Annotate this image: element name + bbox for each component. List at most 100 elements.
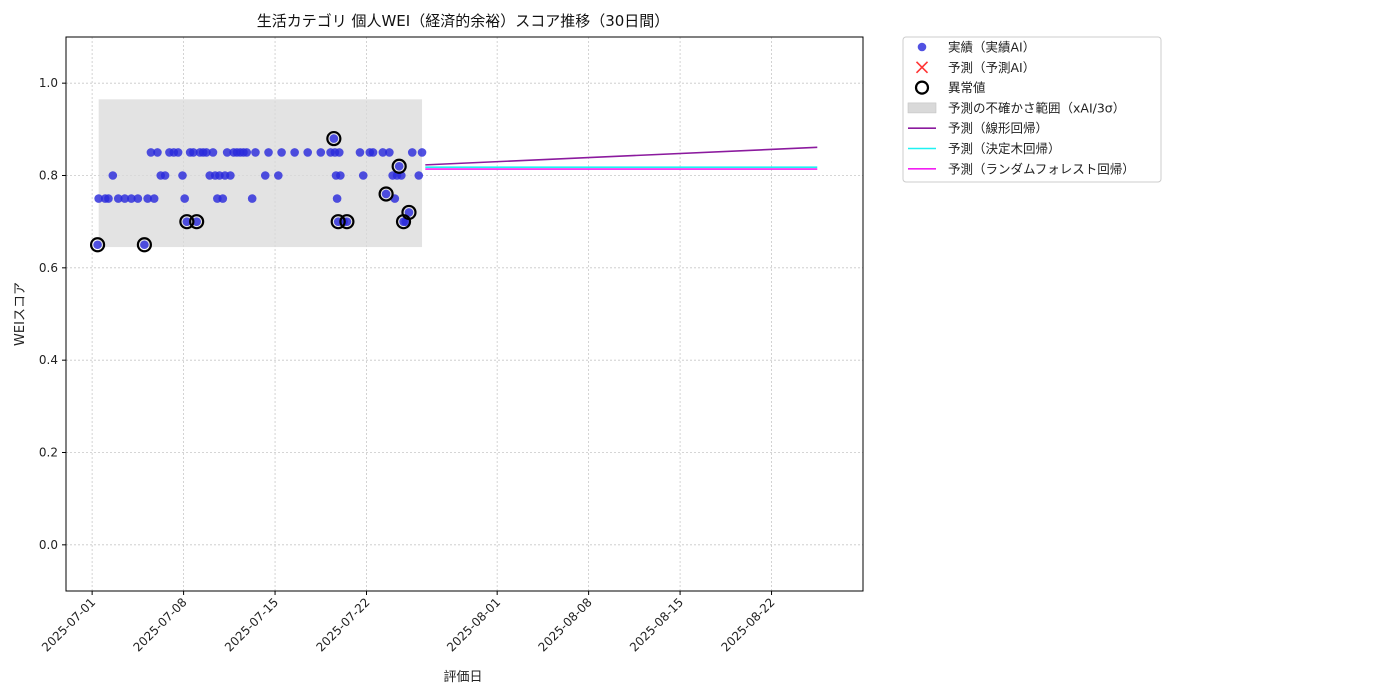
anomaly-marker — [391, 158, 407, 174]
legend-band-icon — [907, 102, 937, 114]
y-tick-label: 0.4 — [39, 353, 58, 367]
actual-point — [334, 148, 344, 157]
uncertainty-band-layer — [98, 99, 423, 248]
actual-point — [303, 148, 313, 157]
actual-point — [108, 171, 118, 180]
actual-point — [173, 148, 183, 157]
x-tick-label: 2025-08-01 — [444, 595, 503, 654]
x-axis-label: 評価日 — [443, 670, 482, 685]
actual-point — [93, 240, 102, 250]
actual-point — [113, 194, 123, 203]
actual-point — [316, 148, 326, 157]
anomaly-marker — [136, 237, 152, 253]
x-tick-label: 2025-07-01 — [39, 595, 98, 654]
actual-point — [202, 148, 211, 157]
actual-point — [160, 171, 170, 180]
actual-point — [290, 148, 299, 157]
legend-item-anomaly: 異常値 — [914, 80, 986, 95]
actual-point — [329, 134, 339, 143]
actual-point — [336, 171, 345, 180]
actual-point — [226, 171, 235, 180]
actual-point — [140, 240, 149, 250]
anomaly-marker — [330, 214, 346, 230]
legend-cross-icon — [915, 61, 929, 74]
legend-dot-icon — [917, 42, 927, 52]
y-axis-label: WEIスコア — [13, 282, 28, 346]
legend-box — [902, 36, 1162, 183]
y-tick-label: 1.0 — [39, 76, 58, 90]
actual-point — [355, 148, 365, 157]
legend-label: 実績（実績AI） — [948, 40, 1035, 55]
actual-point — [332, 194, 342, 203]
actual-point — [222, 148, 232, 157]
x-tick-label: 2025-08-08 — [536, 595, 595, 654]
plot-area-frame — [65, 36, 864, 592]
actual-point — [247, 194, 257, 203]
actual-point — [149, 194, 159, 203]
y-axis-ticks: 0.0 0.2 0.4 0.6 0.8 1.0 — [39, 76, 66, 552]
actual-point — [277, 148, 286, 157]
y-tick-label: 0.8 — [39, 169, 58, 183]
actual-point — [414, 171, 424, 180]
actual-point — [385, 148, 394, 157]
x-axis-ticks: 2025-07-01 2025-07-08 2025-07-15 2025-07-22… — [39, 591, 778, 654]
actual-point — [143, 194, 152, 203]
actual-point — [192, 217, 201, 226]
actual-point — [251, 148, 260, 157]
y-tick-label: 0.2 — [39, 446, 58, 460]
legend-label: 予測（ランダムフォレスト回帰） — [948, 161, 1135, 176]
anomaly-marker — [89, 237, 106, 253]
actual-points-layer — [93, 134, 427, 250]
actual-point — [208, 148, 218, 157]
actual-point — [153, 148, 162, 157]
x-tick-label: 2025-07-08 — [130, 595, 189, 654]
prediction-line-linear — [425, 146, 818, 166]
legend-label: 異常値 — [948, 80, 986, 95]
actual-point — [274, 171, 283, 180]
actual-point — [260, 171, 270, 180]
actual-point — [146, 148, 156, 157]
legend-label: 予測（予測AI） — [948, 60, 1035, 75]
legend-item-predicted: 予測（予測AI） — [915, 60, 1035, 75]
actual-point — [417, 148, 427, 157]
anomaly-points-layer — [89, 130, 417, 253]
x-tick-label: 2025-08-15 — [627, 595, 686, 654]
actual-point — [178, 171, 187, 180]
legend-item-tree: 予測（決定木回帰） — [908, 141, 1061, 156]
actual-point — [104, 194, 113, 203]
legend-item-linear: 予測（線形回帰） — [908, 121, 1048, 136]
anomaly-marker — [401, 204, 417, 221]
actual-point — [120, 194, 130, 203]
actual-point — [264, 148, 273, 157]
actual-point — [133, 194, 143, 203]
legend-item-forest: 予測（ランダムフォレスト回帰） — [908, 161, 1135, 176]
legend-ring-icon — [914, 80, 930, 95]
actual-point — [368, 148, 378, 157]
x-tick-label: 2025-07-22 — [313, 595, 372, 654]
legend-label: 予測（線形回帰） — [948, 121, 1048, 136]
actual-point — [180, 194, 189, 203]
actual-point — [358, 171, 368, 180]
anomaly-marker — [179, 214, 195, 230]
actual-point — [182, 217, 192, 226]
legend-item-band: 予測の不確かさ範囲（xAI/3σ） — [907, 100, 1125, 115]
anomaly-marker — [189, 214, 205, 230]
actual-point — [127, 194, 136, 203]
actual-point — [94, 194, 103, 203]
x-tick-label: 2025-08-22 — [718, 595, 777, 654]
actual-point — [381, 189, 391, 199]
y-tick-label: 0.0 — [39, 538, 58, 552]
actual-point — [378, 148, 388, 157]
y-tick-label: 0.6 — [39, 261, 58, 275]
actual-point — [242, 148, 252, 157]
prediction-lines-layer — [425, 146, 818, 170]
legend-label: 予測（決定木回帰） — [948, 141, 1061, 156]
legend-label: 予測の不確かさ範囲（xAI/3σ） — [948, 100, 1125, 115]
actual-point — [407, 148, 417, 157]
uncertainty-band — [98, 99, 423, 248]
anomaly-marker — [378, 186, 394, 202]
anomaly-marker — [326, 130, 342, 147]
actual-point — [394, 161, 404, 171]
legend-item-actual: 実績（実績AI） — [917, 40, 1035, 55]
